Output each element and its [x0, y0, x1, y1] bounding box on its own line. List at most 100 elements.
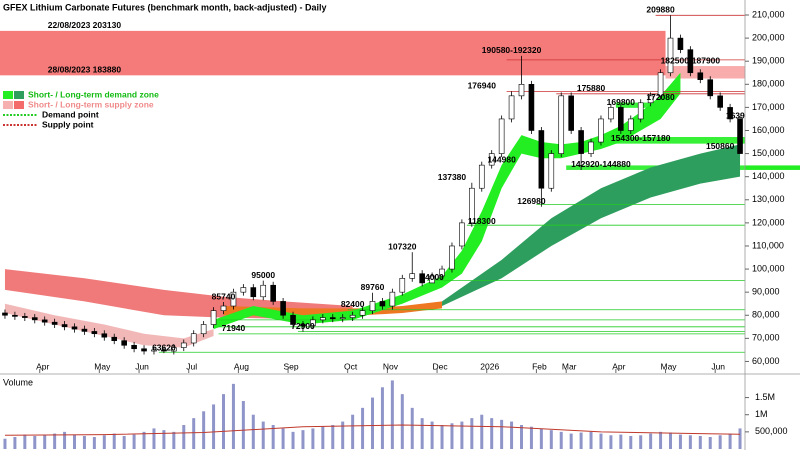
candle-body — [22, 316, 28, 318]
candle-body — [608, 107, 614, 120]
volume-bar — [311, 428, 315, 449]
x-tick-label: Jun — [135, 361, 149, 371]
candle-body — [359, 310, 366, 316]
volume-bar — [43, 435, 47, 449]
x-tick-label: Aug — [234, 361, 249, 371]
volume-bar — [380, 387, 384, 449]
volume-bar — [549, 430, 553, 449]
volume-bar — [629, 435, 633, 449]
volume-bar — [410, 407, 414, 449]
candle-body — [518, 84, 525, 97]
candle-body — [180, 342, 187, 348]
volume-bar — [92, 437, 96, 449]
annotation: 182500-187900 — [661, 55, 721, 65]
volume-bar — [102, 435, 106, 449]
x-tick-label: Nov — [383, 361, 399, 371]
annotation: 175880 — [577, 83, 606, 93]
candle-body — [121, 340, 127, 346]
volume-bar — [222, 394, 225, 449]
annotation: 82400 — [341, 299, 365, 309]
volume-bar — [738, 428, 742, 449]
volume-bar — [331, 425, 335, 449]
volume-bar — [281, 428, 285, 449]
volume-bar — [669, 432, 672, 449]
candle-body — [389, 291, 396, 307]
candle-body — [508, 95, 515, 120]
volume-bar — [460, 421, 464, 449]
annotation: 95000 — [251, 270, 275, 280]
candle-body — [320, 317, 326, 321]
legend-swatch — [3, 101, 13, 109]
volume-bar — [112, 433, 116, 449]
volume-bar — [728, 433, 732, 449]
candle-body — [548, 153, 555, 189]
candle-body — [81, 328, 88, 332]
candle-body — [469, 187, 475, 224]
candle-body — [111, 336, 118, 341]
y-tick-label: 80,000 — [752, 310, 780, 320]
candle-body — [667, 37, 674, 74]
y-tick-label: 210,000 — [752, 9, 785, 19]
candle-body — [379, 301, 386, 307]
volume-bar — [569, 433, 573, 449]
volume-bar — [82, 435, 86, 449]
annotation: 190580-192320 — [482, 45, 542, 55]
candle-body — [657, 72, 664, 97]
annotation: 209880 — [646, 5, 675, 15]
candle-body — [260, 284, 267, 298]
volume-bar — [718, 435, 722, 449]
volume-bar — [13, 437, 17, 449]
volume-bar — [500, 419, 504, 449]
x-tick-label: Dec — [433, 361, 449, 371]
x-tick-label: Jul — [186, 361, 197, 371]
candle-body — [627, 118, 634, 131]
candle-body — [488, 153, 495, 166]
volume-bar — [152, 428, 156, 449]
volume-bar — [361, 407, 365, 449]
legend-label: Short- / Long-term demand zone — [28, 89, 159, 99]
annotation: 63620 — [152, 342, 176, 352]
candle-body — [717, 95, 723, 108]
volume-bar — [529, 426, 533, 449]
volume-bar — [53, 433, 57, 449]
volume-bar — [539, 428, 543, 449]
x-tick-label: Apr — [36, 361, 49, 371]
annotation: 144980 — [487, 154, 516, 164]
candle-body — [737, 118, 743, 154]
volume-bar — [430, 421, 434, 449]
annotation: 71940 — [222, 323, 246, 333]
volume-bar — [261, 421, 265, 449]
volume-bar — [400, 394, 404, 449]
x-tick-label: 2026 — [480, 361, 499, 371]
candle-body — [151, 349, 157, 352]
volume-bar — [172, 431, 176, 449]
volume-bar — [470, 418, 474, 449]
annotation: 163940 — [726, 111, 755, 121]
zone — [0, 30, 666, 76]
annotation: 107320 — [388, 241, 417, 251]
y-tick-label: 70,000 — [752, 333, 780, 343]
volume-bar — [480, 414, 484, 449]
x-tick-label: Oct — [344, 361, 358, 371]
volume-bar — [3, 438, 7, 449]
x-tick-label: Apr — [612, 361, 625, 371]
candle-body — [459, 222, 465, 247]
volume-bar — [132, 434, 136, 449]
candle-body — [250, 287, 257, 298]
y-tick-label: 110,000 — [752, 240, 784, 250]
volume-bar — [291, 431, 295, 449]
zone-extension — [745, 165, 800, 170]
candle-body — [339, 317, 346, 320]
candle-body — [618, 107, 624, 131]
volume-bar — [23, 434, 27, 449]
candle-body — [270, 284, 276, 302]
candle-body — [300, 324, 306, 326]
volume-bar — [271, 425, 275, 449]
legend-swatch — [3, 91, 13, 99]
candle-body — [220, 305, 227, 311]
candle-body — [101, 333, 108, 338]
volume-bar — [251, 414, 255, 449]
candle-body — [598, 118, 604, 143]
